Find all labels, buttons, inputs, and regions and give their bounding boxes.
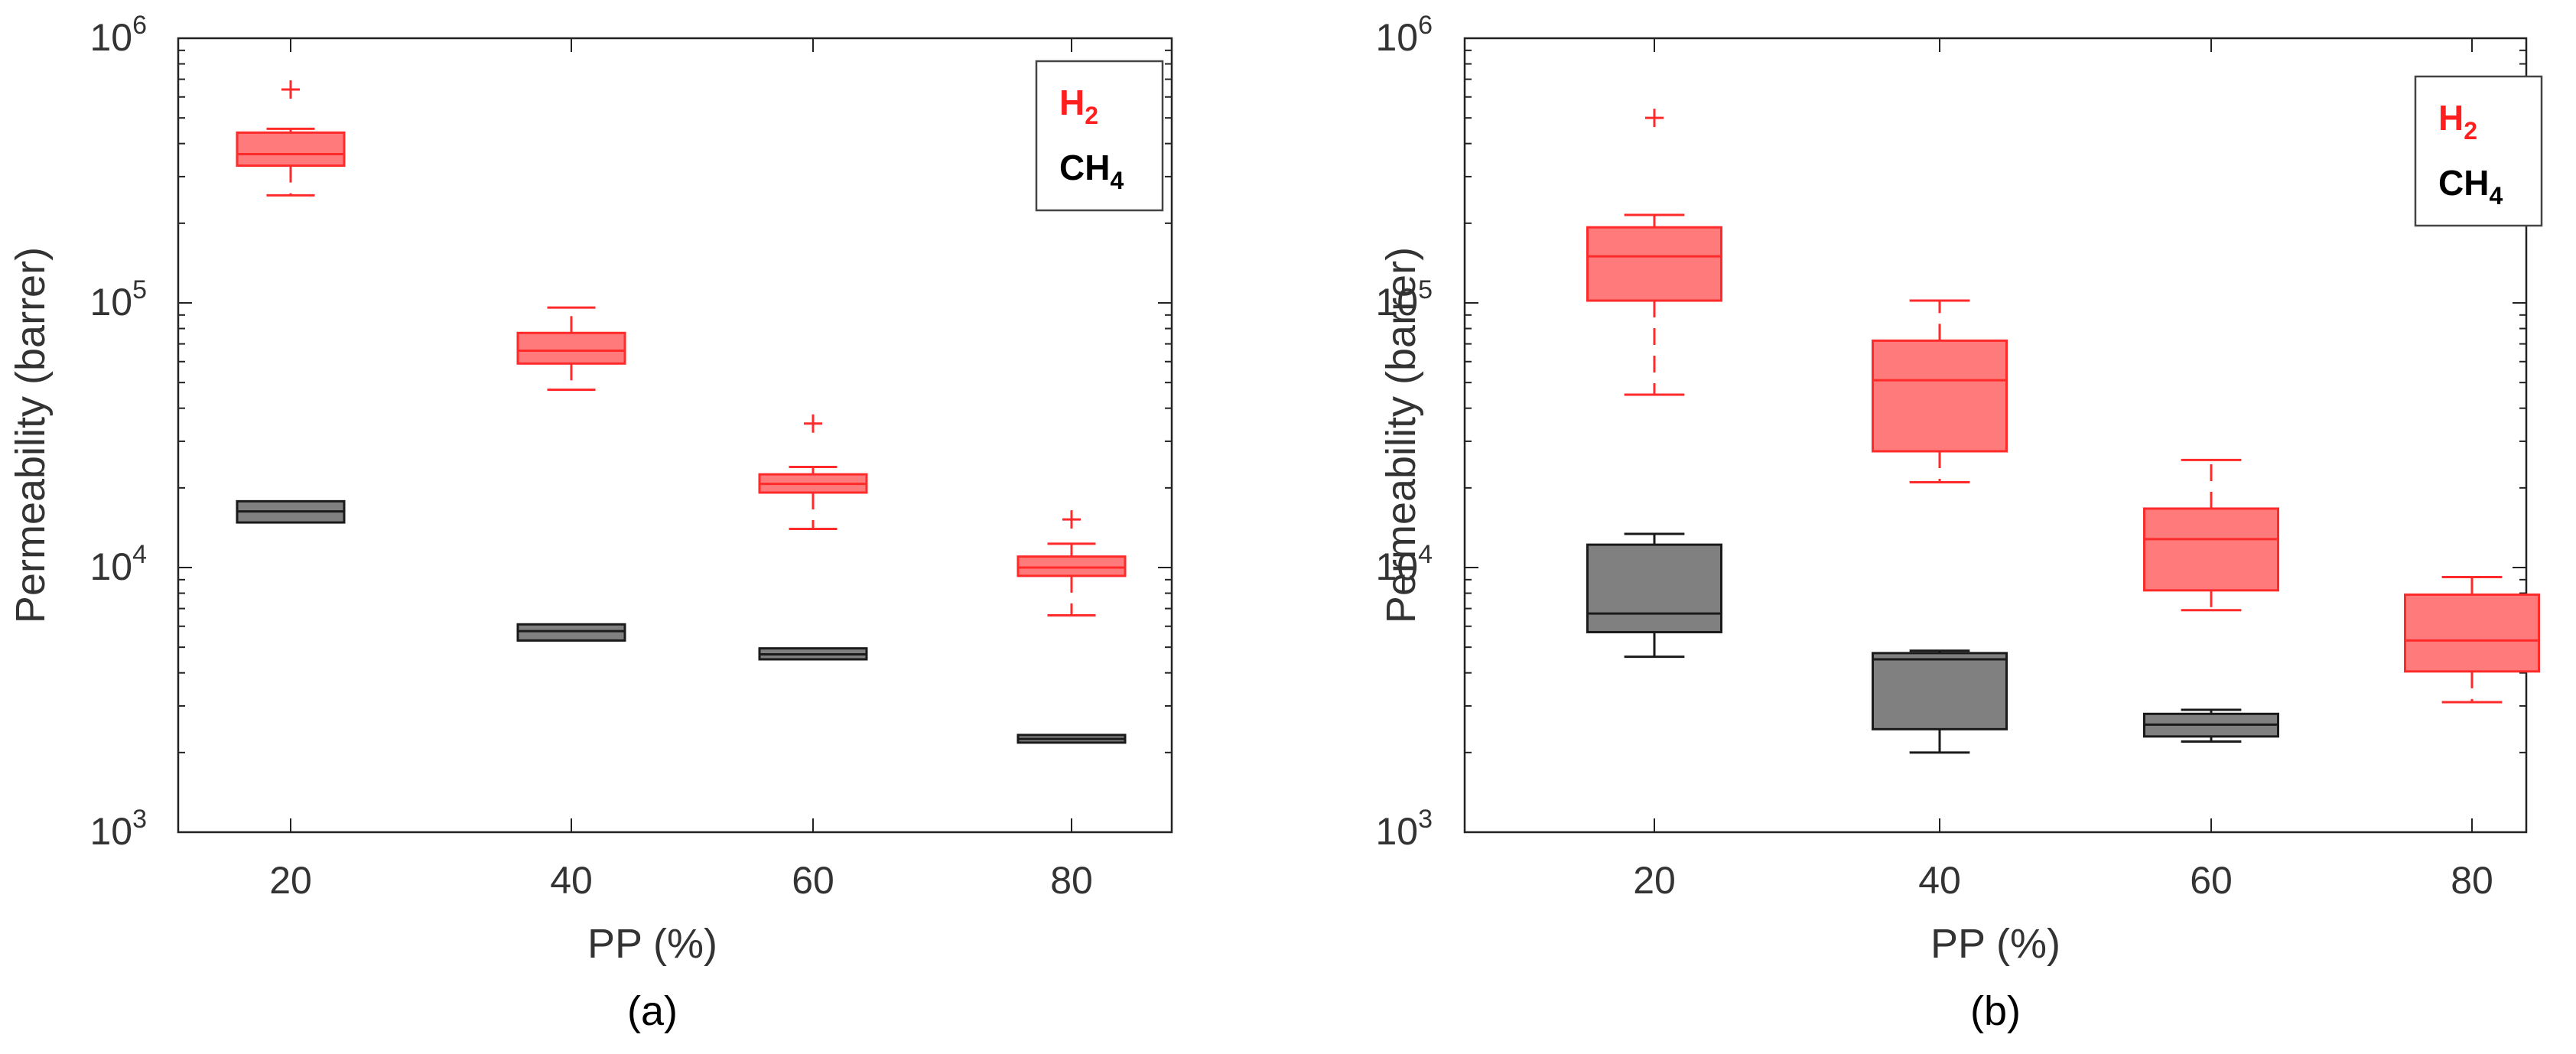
chart-1-ylabel: Permeability (barrer) — [1378, 247, 1424, 623]
chart-1-box-h2-80-iqr — [2404, 593, 2540, 673]
chart-0-xtick-label: 60 — [792, 859, 834, 902]
chart-0-ytick-label: 106 — [89, 11, 147, 59]
chart-0-box-ch4-80 — [1016, 734, 1127, 744]
chart-1-ytick-label: 103 — [1375, 805, 1433, 853]
chart-1-box-h2-80 — [2404, 576, 2540, 704]
chart-0-box-h2-60-outlier — [804, 414, 822, 433]
chart-0-legend-item-0: H2 — [1059, 83, 1098, 129]
chart-0-axes-frame — [177, 37, 1173, 834]
chart-0-box-ch4-40-iqr — [516, 623, 626, 642]
chart-1-xtick-label: 40 — [1918, 859, 1961, 902]
chart-0-ytick-label: 105 — [89, 275, 147, 324]
chart-0-box-h2-80-iqr — [1016, 555, 1127, 577]
chart-0-ytick-label: 103 — [89, 805, 147, 853]
chart-1-axes-frame — [1463, 37, 2528, 834]
chart-0-panel-label: (a) — [627, 988, 678, 1034]
chart-0-ylabel: Permeability (barrer) — [8, 247, 54, 623]
chart-0-box-h2-80-outlier — [1062, 510, 1081, 529]
chart-0-box-h2-40 — [516, 306, 626, 391]
chart-0-box-ch4-20 — [236, 499, 346, 524]
chart-1-box-ch4-40 — [1872, 649, 2008, 754]
chart-1-box-h2-20-outlier — [1645, 109, 1664, 128]
chart-1-panel-label: (b) — [1970, 988, 2021, 1034]
chart-0-panel: 103 104 105 106 20 40 60 80 PP (%) Permeability (… — [8, 11, 1173, 1034]
chart-0-legend-item-1: CH4 — [1059, 148, 1124, 194]
chart-0-xtick-label: 80 — [1050, 859, 1093, 902]
chart-0-xtick-label: 40 — [550, 859, 593, 902]
chart-0-box-h2-40-iqr — [516, 331, 626, 365]
chart-1-box-ch4-60 — [2143, 708, 2279, 743]
chart-0-box-h2-60 — [758, 414, 868, 530]
chart-1-xtick-label: 80 — [2451, 859, 2493, 902]
chart-1-box-h2-60 — [2143, 458, 2279, 612]
chart-1-xtick-label: 20 — [1633, 859, 1676, 902]
chart-0-box-ch4-60 — [758, 647, 868, 661]
chart-0-legend-frame — [1035, 60, 1164, 212]
chart-1-box-ch4-20-iqr — [1586, 543, 1722, 633]
chart-0-box-h2-20-iqr — [236, 131, 346, 168]
chart-0-box-h2-20-outlier — [281, 80, 300, 99]
chart-1-box-h2-20 — [1586, 109, 1722, 396]
chart-1-legend-item-0: H2 — [2438, 98, 2477, 145]
chart-1-box-ch4-40-iqr — [1872, 652, 2008, 730]
chart-1-panel: 103 104 105 106 20 40 60 80 PP (%) Permeability (… — [1375, 11, 2543, 1034]
chart-1-legend-frame — [2414, 75, 2543, 227]
chart-1-ytick-label: 105 — [1375, 275, 1433, 324]
chart-1-box-ch4-20 — [1586, 532, 1722, 659]
chart-1-box-h2-60-iqr — [2143, 507, 2279, 592]
chart-1-box-h2-40-iqr — [1872, 339, 2008, 453]
chart-0-box-h2-20 — [236, 80, 346, 197]
chart-0-ytick-label: 104 — [89, 540, 147, 588]
chart-1-xtick-label: 60 — [2190, 859, 2233, 902]
chart-0-box-h2-80 — [1016, 510, 1127, 616]
chart-1-box-h2-20-iqr — [1586, 226, 1722, 302]
chart-1-xlabel: PP (%) — [1930, 921, 2060, 967]
chart-1-legend-item-1: CH4 — [2438, 163, 2503, 210]
chart-0-xlabel: PP (%) — [587, 921, 717, 967]
chart-1-box-h2-40 — [1872, 299, 2008, 484]
chart-0-xtick-label: 20 — [269, 859, 312, 902]
chart-0-box-ch4-40 — [516, 623, 626, 642]
chart-1-ytick-label: 104 — [1375, 540, 1433, 588]
chart-1-ytick-label: 106 — [1375, 11, 1433, 59]
